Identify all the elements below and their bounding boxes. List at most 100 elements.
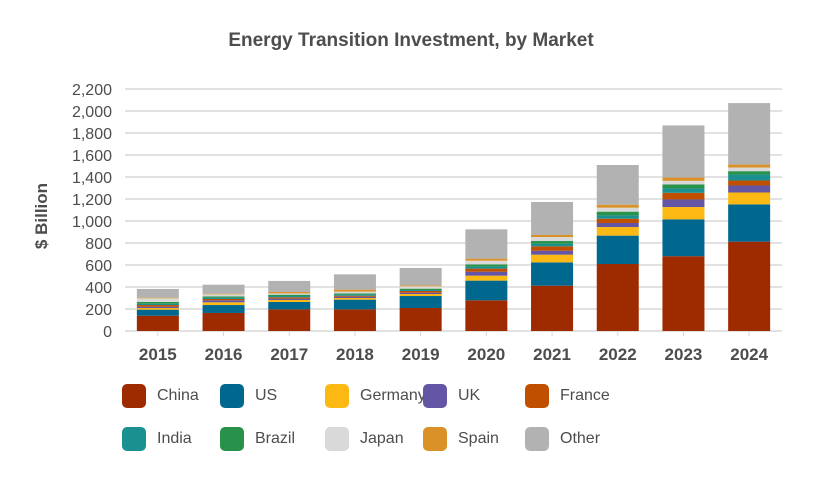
legend-label: France xyxy=(560,387,610,404)
bar-japan-2022 xyxy=(596,207,639,212)
bar-spain-2021 xyxy=(531,234,574,238)
legend-item-germany: Germany xyxy=(325,383,426,409)
bar-stack-2021 xyxy=(531,201,574,331)
bar-other-2019 xyxy=(399,267,442,286)
bar-other-2016 xyxy=(202,284,245,294)
legend-swatch xyxy=(423,427,447,451)
bar-brazil-2020 xyxy=(465,264,508,267)
bar-us-2019 xyxy=(399,296,442,309)
y-tick-label: 2,000 xyxy=(72,104,112,121)
bars xyxy=(136,103,771,331)
legend-label: Other xyxy=(560,430,601,447)
bar-india-2021 xyxy=(531,243,574,247)
y-tick-label: 1,000 xyxy=(72,214,112,231)
bar-brazil-2017 xyxy=(268,294,311,297)
bar-france-2022 xyxy=(596,218,639,223)
bar-spain-2022 xyxy=(596,204,639,208)
legend-item-other: Other xyxy=(525,426,600,452)
bar-other-2023 xyxy=(662,125,705,178)
legend-label: China xyxy=(157,387,199,404)
bar-japan-2024 xyxy=(728,167,771,172)
bar-japan-2019 xyxy=(399,286,442,289)
bar-spain-2023 xyxy=(662,177,705,181)
bar-us-2018 xyxy=(333,299,376,310)
bar-stack-2019 xyxy=(399,267,442,331)
bar-germany-2020 xyxy=(465,275,508,281)
bar-japan-2018 xyxy=(333,291,376,294)
bar-china-2019 xyxy=(399,308,442,331)
x-tick-label: 2019 xyxy=(402,345,440,364)
bar-other-2021 xyxy=(531,201,574,235)
legend-label: Brazil xyxy=(255,430,296,447)
bar-china-2015 xyxy=(136,315,179,331)
legend-swatch xyxy=(525,427,549,451)
bar-france-2020 xyxy=(465,268,508,272)
x-axis-ticks: 2015 2016 2017 2018 2019 2020 2021 2022 2023 2024 xyxy=(139,331,769,364)
bar-china-2016 xyxy=(202,312,245,331)
y-tick-label: 1,600 xyxy=(72,148,112,165)
bar-uk-2015 xyxy=(136,306,179,309)
bar-france-2024 xyxy=(728,180,771,186)
bar-japan-2015 xyxy=(136,298,179,302)
bar-us-2015 xyxy=(136,309,179,316)
x-tick-label: 2016 xyxy=(205,345,243,364)
bar-brazil-2023 xyxy=(662,184,705,189)
bar-spain-2018 xyxy=(333,289,376,292)
x-tick-label: 2020 xyxy=(467,345,505,364)
bar-us-2024 xyxy=(728,204,771,242)
legend-label: Germany xyxy=(360,387,426,404)
y-tick-label: 2,200 xyxy=(72,82,112,99)
bar-other-2022 xyxy=(596,165,639,205)
chart-title: Energy Transition Investment, by Market xyxy=(228,30,594,51)
bar-china-2017 xyxy=(268,309,311,331)
bar-germany-2016 xyxy=(202,302,245,306)
bar-france-2017 xyxy=(268,297,311,299)
bar-china-2020 xyxy=(465,300,508,331)
legend-item-japan: Japan xyxy=(325,426,404,452)
legend-swatch xyxy=(423,384,447,408)
bar-france-2016 xyxy=(202,298,245,301)
bar-stack-2016 xyxy=(202,284,245,331)
bar-uk-2016 xyxy=(202,300,245,303)
bar-japan-2016 xyxy=(202,294,245,297)
bar-china-2022 xyxy=(596,264,639,331)
bar-stack-2018 xyxy=(333,274,376,331)
bar-other-2024 xyxy=(728,103,771,165)
bar-brazil-2021 xyxy=(531,241,574,244)
bar-uk-2020 xyxy=(465,271,508,276)
bar-india-2020 xyxy=(465,266,508,269)
bar-china-2024 xyxy=(728,241,771,331)
bar-uk-2019 xyxy=(399,292,442,295)
bar-us-2017 xyxy=(268,301,311,310)
legend-label: Spain xyxy=(458,430,499,447)
bar-other-2018 xyxy=(333,274,376,290)
y-tick-label: 800 xyxy=(85,236,112,253)
bar-spain-2024 xyxy=(728,164,771,168)
legend-item-india: India xyxy=(122,426,192,452)
bar-india-2017 xyxy=(268,296,311,298)
bar-india-2015 xyxy=(136,303,179,306)
bar-uk-2022 xyxy=(596,222,639,228)
bar-germany-2019 xyxy=(399,294,442,297)
legend-item-france: France xyxy=(525,383,610,409)
bar-germany-2021 xyxy=(531,254,574,263)
y-tick-label: 200 xyxy=(85,302,112,319)
bar-france-2019 xyxy=(399,290,442,293)
x-tick-label: 2015 xyxy=(139,345,177,364)
bar-uk-2018 xyxy=(333,296,376,298)
x-tick-label: 2022 xyxy=(599,345,637,364)
y-tick-label: 600 xyxy=(85,258,112,275)
bar-brazil-2024 xyxy=(728,171,771,175)
bar-uk-2021 xyxy=(531,250,574,255)
bar-us-2016 xyxy=(202,305,245,313)
bar-japan-2021 xyxy=(531,237,574,242)
bar-stack-2020 xyxy=(465,229,508,331)
legend-label: US xyxy=(255,387,278,404)
legend-item-us: US xyxy=(220,383,277,409)
bar-us-2020 xyxy=(465,280,508,301)
bar-uk-2023 xyxy=(662,199,705,208)
legend-item-uk: UK xyxy=(423,383,480,409)
y-tick-label: 1,400 xyxy=(72,170,112,187)
bar-stack-2022 xyxy=(596,165,639,331)
bar-brazil-2019 xyxy=(399,288,442,290)
